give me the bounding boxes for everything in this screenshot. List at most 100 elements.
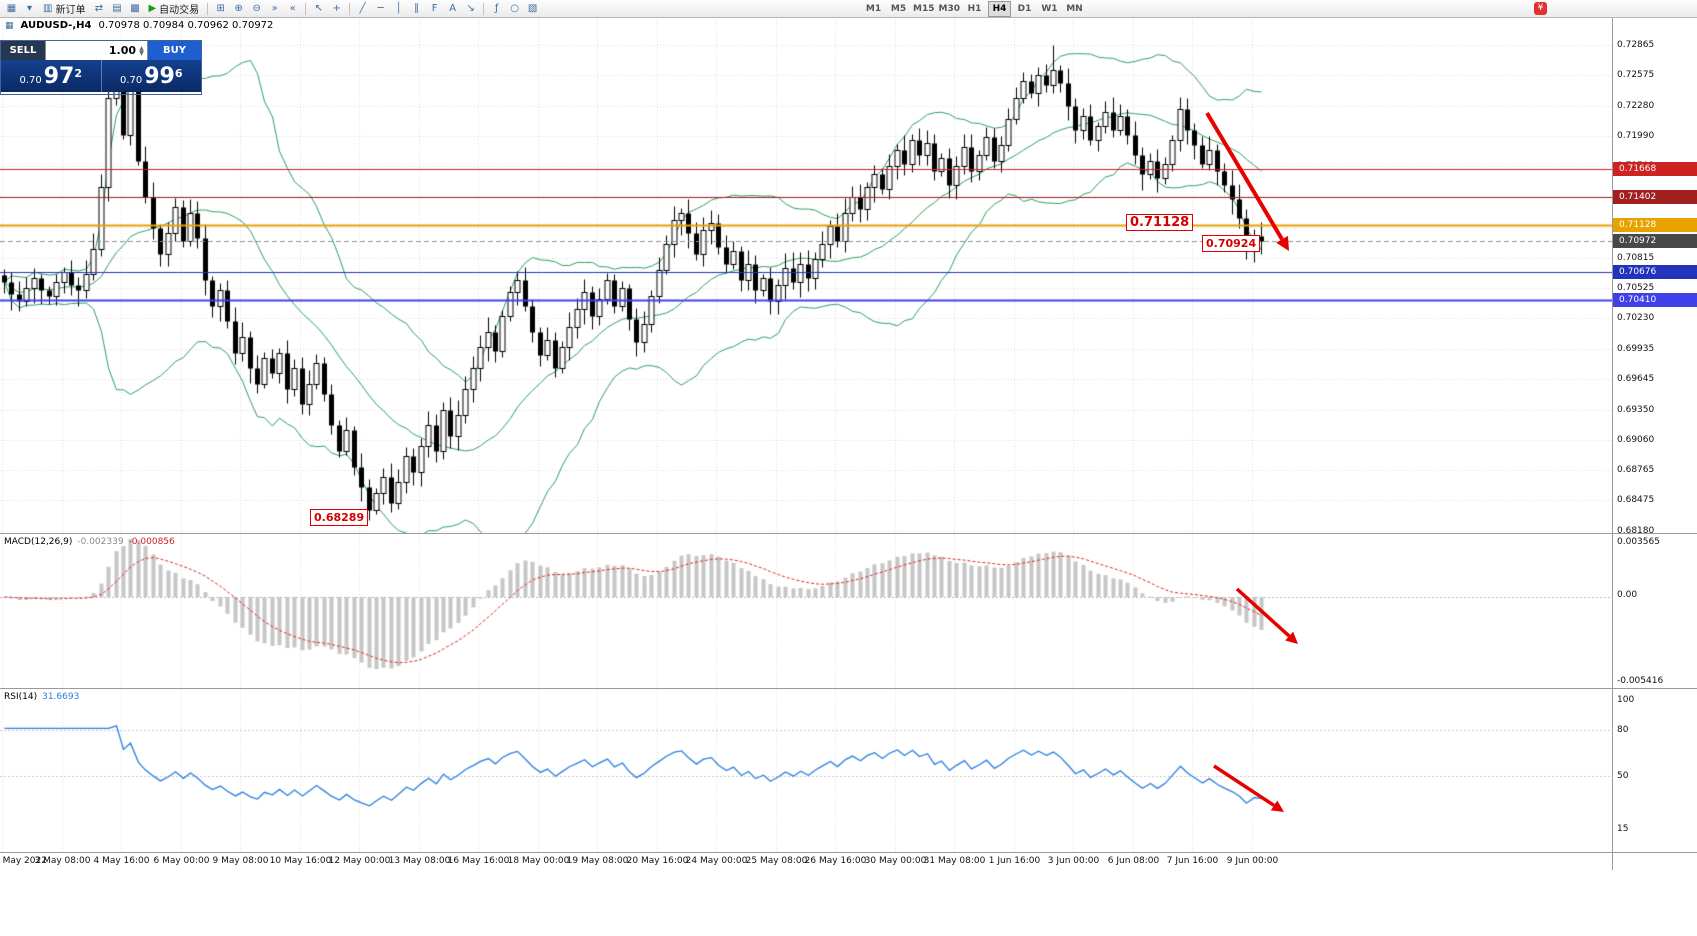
macd-value-main: -0.002339 [77,537,124,547]
timeframe-h1-button[interactable]: H1 [967,4,982,14]
timeframe-m15-button[interactable]: M15 [913,4,935,14]
chart-window-icon[interactable]: ▦ [3,1,20,16]
chart-shift-icon-glyph: « [289,3,296,14]
zoom-in-icon-glyph: ⊕ [234,3,243,14]
horizontal-line-icon[interactable]: ─ [372,1,389,16]
zoom-out-icon[interactable]: ⊖ [248,1,265,16]
rsi-header: RSI(14) 31.6693 [4,692,79,702]
text-icon[interactable]: A [444,1,461,16]
toolbar-separator [483,2,485,15]
chart-dropdown-icon-glyph: ▾ [26,3,33,14]
macd-header: MACD(12,26,9) -0.002339 -0.000856 [4,537,175,547]
volume-up-icon[interactable]: ▲ [139,44,144,52]
buy-button[interactable]: BUY [148,41,201,60]
navigator-icon[interactable]: ▩ [126,1,143,16]
buy-price-display[interactable]: 0.70 99 6 [102,60,202,92]
trendline-icon-glyph: ╱ [359,3,366,14]
symbol-title: AUDUSD-,H4 [20,20,92,31]
channel-icon[interactable]: ∥ [408,1,425,16]
time-axis-divider [0,852,1697,853]
refresh-icon-glyph: ⇄ [94,3,104,14]
toolbar-separator [305,2,307,15]
zoom-in-icon[interactable]: ⊕ [230,1,247,16]
auto-scroll-icon[interactable]: » [266,1,283,16]
template-icon-glyph: ▧ [527,3,538,14]
time-axis[interactable] [0,853,1697,870]
rsi-value: 31.6693 [42,692,80,702]
sell-price-main: 97 [43,64,75,89]
red-packet-icon[interactable]: ¥ [1534,2,1547,15]
fibonacci-icon[interactable]: F [426,1,443,16]
price-axis[interactable] [1613,17,1697,852]
fibonacci-icon-glyph: F [431,3,438,14]
indicators-icon[interactable]: ƒ [488,1,505,16]
autotrade-button-glyph: ▶ [148,3,157,14]
sell-button[interactable]: SELL [1,41,45,60]
macd-panel-divider[interactable] [0,533,1697,534]
timeframe-h4-button[interactable]: H4 [987,1,1011,17]
axis-divider [1612,17,1613,870]
cursor-icon-glyph: ↖ [314,3,323,14]
volume-value: 1.00 [108,44,136,57]
toolbar-separator [349,2,351,15]
volume-down-icon[interactable]: ▼ [139,49,144,57]
timeframe-m5-button[interactable]: M5 [890,4,907,14]
volume-spinner[interactable]: ▲ ▼ [136,44,147,57]
macd-value-signal: -0.000856 [128,537,175,547]
arrows-icon-glyph: ↘ [466,3,475,14]
toolbar-separator [207,2,209,15]
rsi-label: RSI(14) [4,692,38,702]
crosshair-icon[interactable]: + [328,1,345,16]
zoom-out-icon-glyph: ⊖ [252,3,261,14]
autotrade-button-label: 自动交易 [159,5,200,16]
timeframe-mn-button[interactable]: MN [1066,4,1083,14]
symbol-header: ▦ AUDUSD-,H4 0.70978 0.70984 0.70962 0.7… [5,20,273,31]
timeframe-w1-button[interactable]: W1 [1041,4,1058,14]
chart-window-icon-glyph: ▦ [6,3,17,14]
one-click-trading-panel: SELL 1.00 ▲ ▼ BUY 0.70 97 2 0.70 99 6 [0,40,202,95]
rsi-panel-divider[interactable] [0,688,1697,689]
timeframe-toolbar: M1 M5 M15 M30 H1 H4 D1 W1 MN [862,1,1086,17]
new-order-button-label: 新订单 [55,5,86,16]
text-icon-glyph: A [449,3,457,14]
sell-price-sup: 2 [74,67,83,80]
horizontal-line-icon-glyph: ─ [377,3,384,14]
macd-label: MACD(12,26,9) [4,537,73,547]
rsi-panel-canvas[interactable] [0,689,1612,852]
period-icon[interactable]: ○ [506,1,523,16]
vertical-line-icon[interactable]: │ [390,1,407,16]
market-watch-icon-glyph: ▤ [112,3,122,14]
volume-input[interactable]: 1.00 ▲ ▼ [45,41,148,60]
chart-shift-icon[interactable]: « [284,1,301,16]
vertical-line-icon-glyph: │ [395,3,402,14]
sell-price-prefix: 0.70 [19,75,42,86]
new-order-button-glyph: ▥ [43,3,53,14]
new-order-button[interactable]: ▥ 新订单 [39,1,89,16]
autotrade-button[interactable]: ▶ 自动交易 [144,1,203,16]
timeframe-d1-button[interactable]: D1 [1017,4,1032,14]
crosshair-icon-glyph: + [332,3,341,14]
period-icon-glyph: ○ [510,3,520,14]
price-chart-canvas[interactable] [0,17,1612,533]
navigator-icon-glyph: ▩ [130,3,140,14]
timeframe-m1-button[interactable]: M1 [865,4,882,14]
refresh-icon[interactable]: ⇄ [90,1,107,16]
chart-mini-icon: ▦ [5,20,14,31]
auto-scroll-icon-glyph: » [271,3,278,14]
buy-price-prefix: 0.70 [119,75,143,86]
tile-windows-icon[interactable]: ⊞ [212,1,229,16]
macd-panel-canvas[interactable] [0,534,1612,688]
main-toolbar: ▦ ▾ ▥ 新订单 ⇄ ▤ ▩ ▶ 自动交易 ⊞ ⊕ ⊖» «↖ + ╱ ─ │ ∥ F A ↘ ƒ ○ ▧ M1 M5 M15 M… [0,0,1697,18]
trendline-icon[interactable]: ╱ [354,1,371,16]
market-watch-icon[interactable]: ▤ [108,1,125,16]
toolbar-items: ▦ ▾ ▥ 新订单 ⇄ ▤ ▩ ▶ 自动交易 ⊞ ⊕ ⊖ » « ↖ + ╱ ─ │ ∥ F A ↘ ƒ ○ ▧ [3,1,541,16]
template-icon[interactable]: ▧ [524,1,541,16]
chart-dropdown-icon[interactable]: ▾ [21,1,38,16]
arrows-icon[interactable]: ↘ [462,1,479,16]
sell-price-display[interactable]: 0.70 97 2 [1,60,102,92]
buy-price-sup: 6 [174,67,183,80]
timeframe-m30-button[interactable]: M30 [938,4,960,14]
cursor-icon[interactable]: ↖ [310,1,327,16]
tile-windows-icon-glyph: ⊞ [216,3,225,14]
